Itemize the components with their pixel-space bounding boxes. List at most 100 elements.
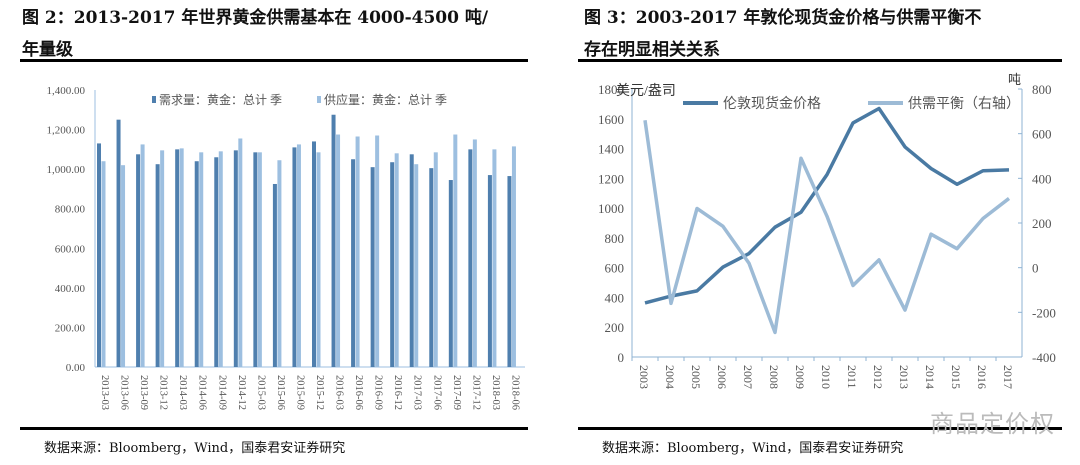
right-y-tick-label: 800 <box>1032 82 1052 97</box>
left-y-tick-label: 600 <box>605 261 625 276</box>
left-bottom-rule <box>20 427 528 430</box>
left-title-line-1: 图 2：2013-2017 年世界黄金供需基本在 4000-4500 吨/ <box>22 8 489 28</box>
bar-supply <box>179 148 184 367</box>
right-y-tick-label: 0 <box>1032 261 1039 276</box>
left-x-tick-label: 2015-12 <box>314 375 325 410</box>
bar-demand <box>331 114 336 367</box>
bar-supply <box>375 135 380 367</box>
bar-demand <box>390 162 395 367</box>
left-y-tick-label: 1,200.00 <box>47 125 86 137</box>
right-x-tick-label: 2003 <box>637 365 651 389</box>
bar-supply <box>394 153 399 367</box>
left-x-tick-label: 2018-06 <box>509 375 520 410</box>
right-y-tick-label: -200 <box>1032 305 1056 320</box>
bar-supply <box>199 152 204 367</box>
right-axis-unit: 吨 <box>1008 72 1021 87</box>
bar-demand <box>97 143 101 367</box>
bar-supply <box>238 138 243 367</box>
left-x-tick-label: 2016-09 <box>373 375 384 410</box>
right-x-tick-label: 2008 <box>767 365 781 389</box>
bar-supply <box>257 152 262 367</box>
right-y-tick-label: 400 <box>1032 171 1052 186</box>
left-x-tick-label: 2014-09 <box>216 375 227 410</box>
bar-demand <box>351 159 356 367</box>
left-y-tick-label: 1200 <box>598 171 624 186</box>
left-x-tick-label: 2015-09 <box>294 375 305 410</box>
left-chart-title: 图 2：2013-2017 年世界黄金供需基本在 4000-4500 吨/ 年量… <box>22 2 488 66</box>
left-y-tick-label: 1,400.00 <box>47 85 86 97</box>
left-x-tick-label: 2016-06 <box>353 375 364 410</box>
bar-supply <box>296 144 301 367</box>
watermark: 商品定价权 <box>930 410 1055 438</box>
left-source: 数据来源：Bloomberg，Wind，国泰君安证券研究 <box>44 441 346 456</box>
bar-supply <box>453 134 458 367</box>
bar-demand <box>429 168 434 367</box>
left-x-tick-label: 2017-03 <box>412 375 423 410</box>
right-x-tick-label: 2011 <box>845 365 859 389</box>
bar-supply <box>336 134 341 367</box>
bar-demand <box>448 180 453 367</box>
left-x-tick-label: 2013-06 <box>119 375 130 410</box>
bar-supply <box>101 161 106 367</box>
right-y-tick-label: 600 <box>1032 127 1052 142</box>
bar-demand <box>136 154 141 367</box>
left-y-tick-label: 1800 <box>598 82 624 97</box>
left-x-tick-label: 2015-06 <box>275 375 286 410</box>
right-chart-title: 图 3：2003-2017 年敦伦现货金价格与供需平衡不 存在明显相关关系 <box>584 2 981 66</box>
bar-supply <box>316 152 321 367</box>
legend-label-0: 伦敦现货金价格 <box>723 95 821 112</box>
left-x-tick-label: 2013-03 <box>99 375 110 410</box>
right-source: 数据来源：Bloomberg，Wind，国泰君安证券研究 <box>602 441 904 456</box>
right-x-tick-label: 2006 <box>715 365 729 389</box>
left-x-tick-label: 2016-12 <box>392 375 403 410</box>
left-y-tick-label: 200.00 <box>55 322 86 334</box>
left-title-line-2: 年量级 <box>22 40 73 60</box>
right-x-tick-label: 2015 <box>949 365 963 389</box>
left-y-tick-label: 1,000.00 <box>47 164 86 176</box>
legend-label-1: 供需平衡（右轴） <box>908 96 1020 112</box>
left-x-tick-label: 2017-12 <box>470 375 481 410</box>
legend-label-1: 供应量：黄金：总计 季 <box>324 92 447 107</box>
left-x-tick-label: 2016-03 <box>334 375 345 410</box>
left-y-tick-label: 1400 <box>598 142 624 157</box>
left-title-rule <box>20 59 528 62</box>
bar-supply <box>492 149 497 367</box>
bar-supply <box>160 150 165 367</box>
bar-demand <box>155 164 160 367</box>
bar-demand <box>487 175 492 367</box>
left-x-tick-label: 2018-03 <box>490 375 501 410</box>
right-x-tick-label: 2004 <box>663 365 677 389</box>
bar-demand <box>272 183 277 367</box>
left-x-tick-label: 2014-03 <box>177 375 188 410</box>
right-x-tick-label: 2012 <box>871 365 885 389</box>
left-axis-unit: 美元/盎司 <box>616 83 676 99</box>
right-title-line-1: 图 3：2003-2017 年敦伦现货金价格与供需平衡不 <box>584 8 982 28</box>
legend-swatch-1 <box>317 96 321 103</box>
bar-supply <box>433 152 438 367</box>
legend-label-0: 需求量：黄金：总计 季 <box>159 92 282 107</box>
bar-supply <box>277 160 282 367</box>
bar-demand <box>312 141 316 367</box>
right-y-tick-label: -400 <box>1032 350 1056 365</box>
bar-demand <box>507 176 512 367</box>
left-y-tick-label: 400 <box>605 290 625 305</box>
bar-demand <box>292 147 297 367</box>
right-x-tick-label: 2013 <box>897 365 911 389</box>
bar-supply <box>121 165 126 367</box>
right-title-rule <box>578 59 1062 62</box>
line-supply-demand-balance <box>643 120 1011 335</box>
bar-demand <box>409 154 414 367</box>
line-gold-price <box>644 106 1010 305</box>
bar-supply <box>218 151 223 367</box>
left-y-tick-label: 0 <box>618 350 625 365</box>
left-x-tick-label: 2017-06 <box>431 375 442 410</box>
right-x-tick-label: 2007 <box>741 365 755 389</box>
left-y-tick-label: 200 <box>605 320 625 335</box>
right-title-line-2: 存在明显相关关系 <box>584 40 720 60</box>
right-x-tick-label: 2010 <box>819 365 833 389</box>
bar-demand <box>370 167 375 367</box>
left-y-tick-label: 800 <box>605 231 625 246</box>
bar-demand <box>233 150 238 367</box>
bar-demand <box>194 161 199 367</box>
